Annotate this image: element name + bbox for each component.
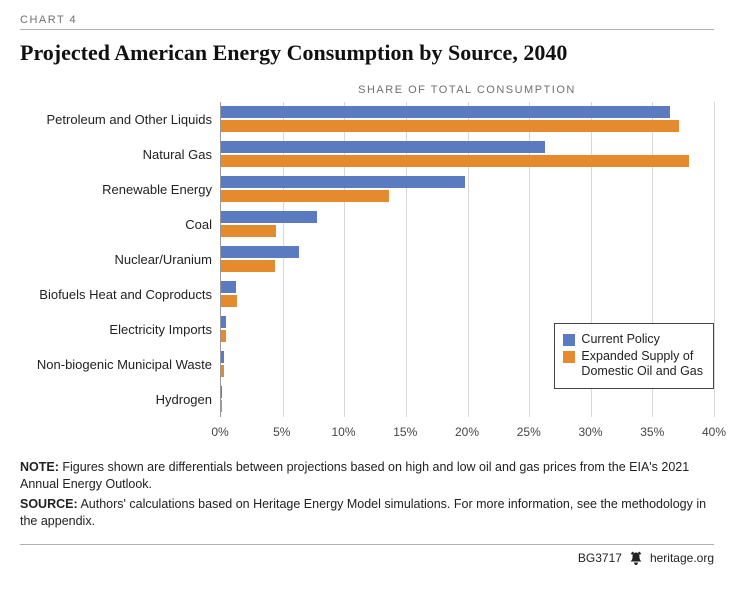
- footer-site: heritage.org: [650, 551, 714, 565]
- bar: [221, 106, 670, 118]
- legend-item-current-policy: Current Policy: [563, 332, 703, 348]
- category-label: Nuclear/Uranium: [20, 252, 212, 267]
- plot-region: Current Policy Expanded Supply ofDomesti…: [220, 102, 714, 417]
- bar: [221, 316, 226, 328]
- gridline: [714, 102, 715, 417]
- bar: [221, 365, 224, 377]
- x-tick-label: 0%: [211, 425, 228, 439]
- notes-block: NOTE: Figures shown are differentials be…: [20, 459, 714, 530]
- bottom-rule: [20, 544, 714, 545]
- bar-row: [221, 102, 714, 137]
- source-text: Authors' calculations based on Heritage …: [20, 497, 706, 528]
- bar: [221, 120, 679, 132]
- bar-row: [221, 242, 714, 277]
- bar-row: [221, 137, 714, 172]
- category-label: Electricity Imports: [20, 322, 212, 337]
- bar: [221, 295, 237, 307]
- bar: [221, 246, 299, 258]
- legend-swatch-icon: [563, 351, 575, 363]
- bar: [221, 190, 389, 202]
- category-label: Renewable Energy: [20, 182, 212, 197]
- category-label: Biofuels Heat and Coproducts: [20, 287, 212, 302]
- bar: [221, 211, 317, 223]
- note-label: NOTE:: [20, 460, 59, 474]
- bar-row: [221, 207, 714, 242]
- bar: [221, 386, 222, 398]
- bar: [221, 155, 689, 167]
- bar-row: [221, 277, 714, 312]
- chart-number: CHART 4: [20, 14, 714, 26]
- category-label: Hydrogen: [20, 392, 212, 407]
- source-line: SOURCE: Authors' calculations based on H…: [20, 496, 714, 530]
- x-tick-label: 10%: [331, 425, 355, 439]
- legend-swatch-icon: [563, 334, 575, 346]
- chart-subtitle: SHARE OF TOTAL CONSUMPTION: [220, 84, 714, 96]
- chart-area: Petroleum and Other Liquids Natural Gas Re…: [20, 102, 714, 417]
- x-tick-label: 15%: [393, 425, 417, 439]
- bar: [221, 176, 465, 188]
- bar: [221, 400, 222, 412]
- legend-label: Expanded Supply ofDomestic Oil and Gas: [581, 349, 703, 380]
- category-label: Natural Gas: [20, 147, 212, 162]
- bar: [221, 141, 545, 153]
- legend: Current Policy Expanded Supply ofDomesti…: [554, 323, 714, 389]
- category-label: Petroleum and Other Liquids: [20, 112, 212, 127]
- x-tick-label: 25%: [517, 425, 541, 439]
- bell-icon: [630, 551, 642, 565]
- note-line: NOTE: Figures shown are differentials be…: [20, 459, 714, 493]
- bar: [221, 351, 224, 363]
- footer-code: BG3717: [578, 551, 622, 565]
- top-rule: [20, 29, 714, 30]
- category-label: Coal: [20, 217, 212, 232]
- x-tick-label: 35%: [640, 425, 664, 439]
- chart-title: Projected American Energy Consumption by…: [20, 40, 714, 66]
- bar-row: [221, 172, 714, 207]
- bar: [221, 330, 226, 342]
- source-label: SOURCE:: [20, 497, 78, 511]
- bar: [221, 260, 275, 272]
- x-tick-label: 5%: [273, 425, 290, 439]
- legend-label: Current Policy: [581, 332, 660, 348]
- category-label: Non-biogenic Municipal Waste: [20, 357, 212, 372]
- legend-item-expanded-supply: Expanded Supply ofDomestic Oil and Gas: [563, 349, 703, 380]
- bar: [221, 225, 276, 237]
- note-text: Figures shown are differentials between …: [20, 460, 689, 491]
- x-tick-label: 20%: [455, 425, 479, 439]
- bar: [221, 281, 236, 293]
- footer: BG3717 heritage.org: [20, 551, 714, 565]
- y-axis-labels: Petroleum and Other Liquids Natural Gas Re…: [20, 102, 220, 417]
- x-tick-label: 40%: [702, 425, 726, 439]
- x-axis: 0%5%10%15%20%25%30%35%40%: [220, 423, 714, 441]
- x-tick-label: 30%: [578, 425, 602, 439]
